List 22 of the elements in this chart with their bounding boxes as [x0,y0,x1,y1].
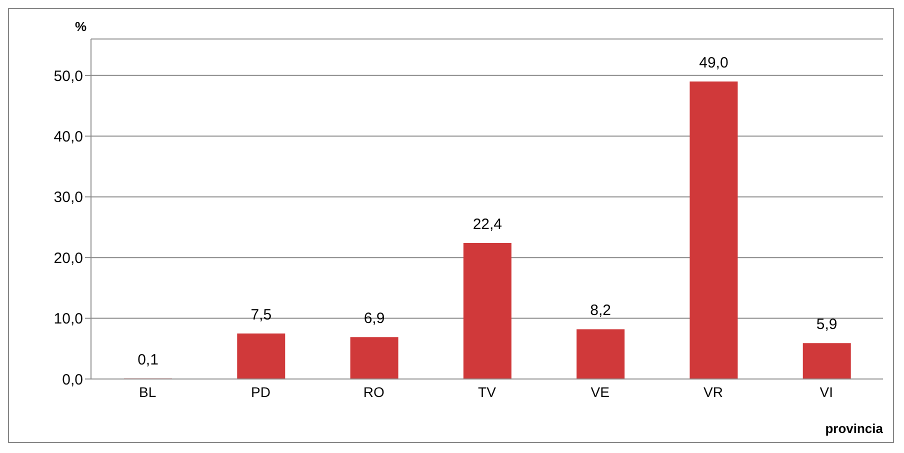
data-label: 22,4 [472,216,502,233]
x-axis-title: provincia [825,421,883,436]
data-label: 0,1 [138,351,158,368]
x-tick-label: VR [704,384,724,400]
data-label: 49,0 [699,54,728,72]
y-axis-title: % [75,19,87,34]
x-tick-label: RO [363,384,384,400]
data-label: 6,9 [364,310,385,328]
x-tick-label: VI [820,384,834,400]
data-label: 5,9 [816,316,838,334]
y-tick-label: 40,0 [54,128,83,146]
y-tick-label: 0,0 [62,371,83,388]
data-label: 8,2 [590,302,611,320]
y-tick-label: 30,0 [54,189,83,206]
x-tick-label: BL [139,384,156,400]
y-tick-label: 10,0 [54,310,83,328]
data-label: 7,5 [250,306,272,324]
x-tick-label: TV [478,384,497,400]
x-tick-label: PD [250,384,270,400]
y-tick-label: 20,0 [54,250,83,267]
x-tick-label: VE [590,384,610,400]
y-tick-label: 50,0 [54,68,83,85]
